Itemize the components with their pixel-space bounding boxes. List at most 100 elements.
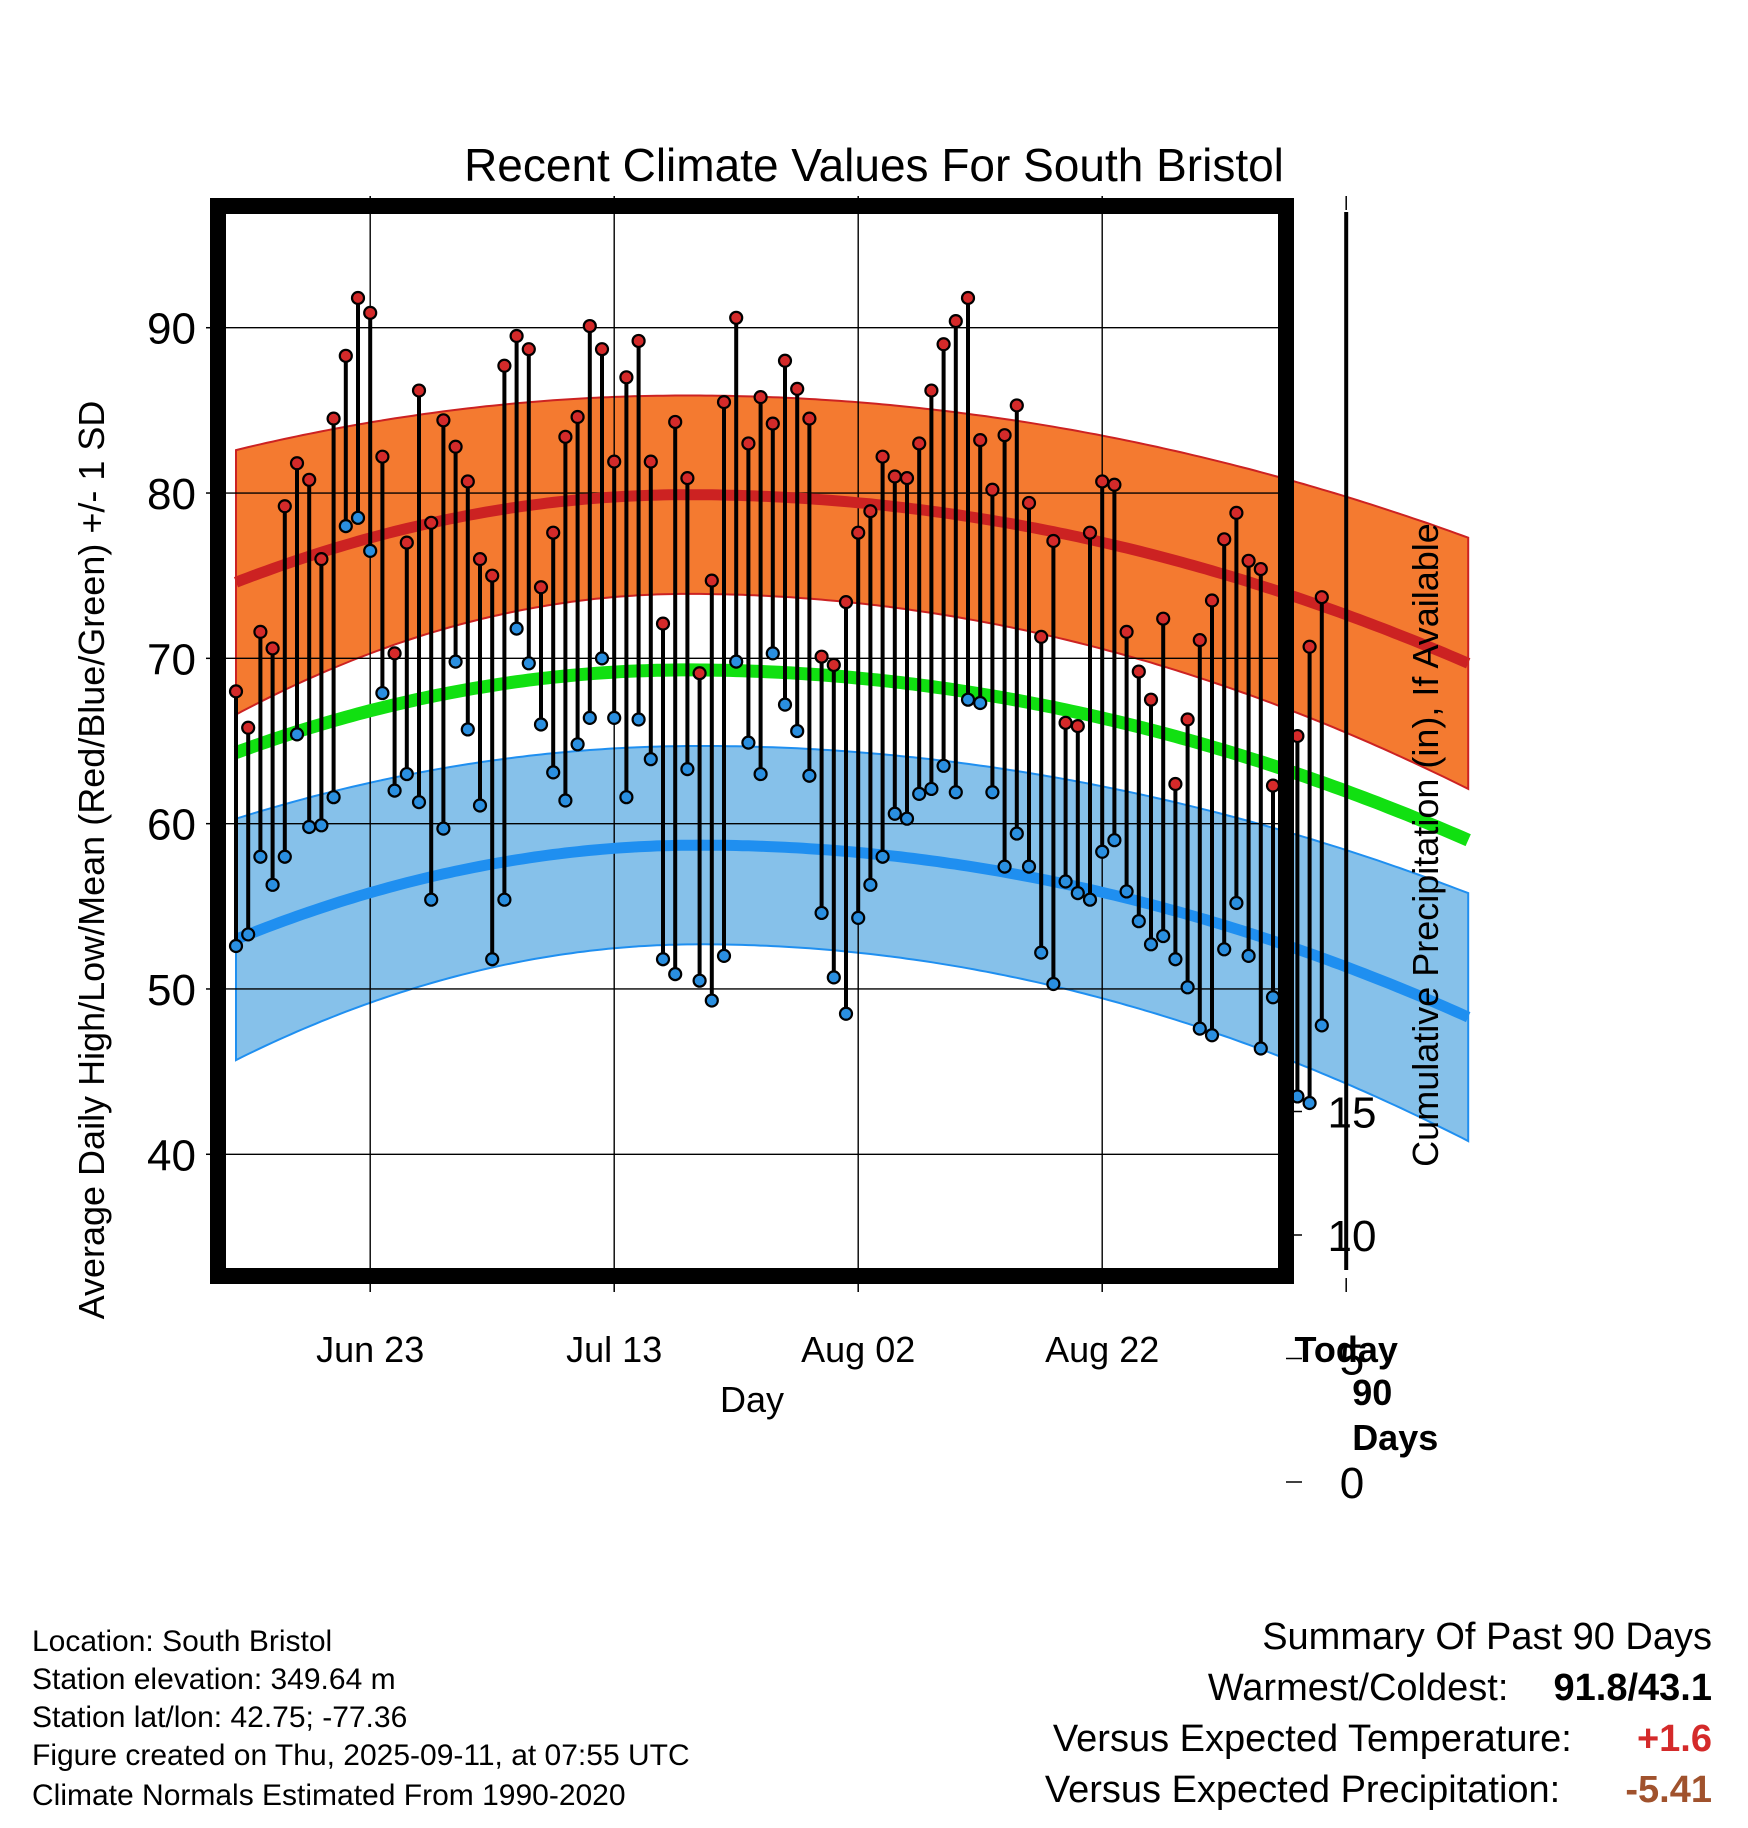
summary-warm-cold-label: Warmest/Coldest: bbox=[1207, 1667, 1509, 1709]
low-point bbox=[948, 785, 963, 800]
high-point bbox=[924, 383, 939, 398]
high-point bbox=[521, 342, 536, 357]
low-point bbox=[838, 1006, 854, 1021]
tick-label-bottom: Aug 22 bbox=[1045, 1329, 1159, 1370]
high-point bbox=[985, 482, 1000, 497]
tick-label-bottom: Aug 02 bbox=[801, 1329, 915, 1370]
high-point bbox=[692, 666, 707, 681]
today-label-line: Days bbox=[1352, 1417, 1438, 1458]
tick-label-right: 0 bbox=[1340, 1459, 1364, 1508]
high-point bbox=[680, 471, 695, 486]
axis-labels: Day Average Daily High/Low/Mean (Red/Blue… bbox=[71, 401, 1446, 1420]
low-point bbox=[887, 806, 902, 821]
low-point bbox=[655, 952, 671, 967]
high-point bbox=[912, 436, 927, 451]
high-point bbox=[387, 646, 402, 661]
tick-label-right: 5 bbox=[1340, 1336, 1364, 1385]
low-point bbox=[777, 697, 793, 712]
high-point bbox=[1143, 692, 1159, 707]
tick-label-bottom: Today bbox=[1295, 1329, 1398, 1370]
high-point bbox=[1253, 561, 1268, 577]
low-point bbox=[497, 892, 512, 907]
high-point bbox=[607, 454, 622, 469]
low-point bbox=[533, 717, 549, 732]
info-location: Location: South Bristol bbox=[32, 1625, 333, 1658]
low-point bbox=[570, 737, 585, 752]
low-point bbox=[1034, 945, 1049, 960]
low-point bbox=[1241, 948, 1256, 964]
high-point bbox=[741, 436, 756, 451]
today-label-line: 90 bbox=[1352, 1372, 1392, 1413]
high-point bbox=[899, 471, 915, 486]
low-point bbox=[1180, 980, 1195, 995]
low-point bbox=[277, 849, 292, 864]
high-point bbox=[399, 535, 414, 550]
tick-label-bottom: Jun 23 bbox=[316, 1329, 424, 1370]
high-point bbox=[375, 449, 390, 464]
high-point bbox=[546, 525, 561, 540]
low-point bbox=[1217, 942, 1232, 957]
low-point bbox=[436, 821, 451, 836]
low-point bbox=[899, 811, 915, 826]
normal-high-line bbox=[233, 489, 1471, 669]
low-point bbox=[607, 710, 622, 725]
chart-title: Recent Climate Values For South Bristol bbox=[464, 139, 1284, 191]
low-point bbox=[643, 752, 658, 767]
high-point bbox=[594, 342, 610, 357]
low-point bbox=[1253, 1041, 1268, 1056]
low-point bbox=[350, 510, 366, 525]
low-point bbox=[875, 849, 890, 864]
high-point bbox=[1082, 525, 1098, 540]
high-point bbox=[350, 290, 366, 306]
summary-temp: Versus Expected Temperature: +1.6 bbox=[1053, 1718, 1712, 1761]
high-point bbox=[631, 333, 646, 349]
high-point bbox=[314, 552, 329, 567]
normal-mean-line bbox=[233, 663, 1471, 847]
low-point bbox=[729, 654, 744, 669]
low-point bbox=[558, 793, 573, 808]
high-point bbox=[753, 390, 768, 405]
high-point bbox=[338, 348, 353, 363]
info-latlon: Station lat/lon: 42.75; -77.36 bbox=[32, 1701, 408, 1734]
low-point bbox=[338, 518, 353, 534]
low-point bbox=[1192, 1021, 1207, 1036]
high-point bbox=[424, 515, 439, 530]
low-point bbox=[582, 710, 597, 725]
high-point bbox=[875, 449, 890, 464]
y-axis-right-label: Cumulative Precipitation (in), If Availa… bbox=[1405, 523, 1446, 1167]
high-point bbox=[1070, 719, 1085, 734]
low-point bbox=[1168, 952, 1183, 967]
low-point bbox=[460, 722, 475, 737]
low-point bbox=[1058, 874, 1073, 889]
low-point bbox=[399, 766, 414, 782]
high-point bbox=[936, 337, 951, 352]
high-point bbox=[1156, 611, 1171, 626]
high-point bbox=[411, 383, 427, 398]
tick-label-left: 90 bbox=[147, 305, 196, 354]
low-point bbox=[1082, 892, 1098, 907]
high-point bbox=[241, 720, 256, 735]
high-point bbox=[838, 595, 854, 610]
high-point bbox=[1204, 593, 1220, 608]
low-point bbox=[1265, 990, 1281, 1005]
low-point bbox=[802, 768, 817, 783]
low-point bbox=[692, 973, 707, 988]
high-point bbox=[1107, 477, 1122, 492]
high-point bbox=[1119, 624, 1134, 639]
high-point bbox=[326, 411, 341, 426]
high-point bbox=[302, 472, 317, 487]
summary-temp-value: +1.6 bbox=[1636, 1718, 1712, 1760]
high-point bbox=[497, 358, 512, 373]
low-point bbox=[546, 765, 561, 780]
low-point bbox=[1119, 884, 1134, 899]
low-point bbox=[826, 970, 841, 985]
tick-label-left: 80 bbox=[147, 470, 196, 519]
high-point bbox=[1265, 778, 1281, 793]
low-point bbox=[228, 938, 244, 954]
high-point bbox=[509, 328, 524, 344]
high-point bbox=[960, 290, 976, 306]
low-point bbox=[1229, 895, 1244, 911]
high-point bbox=[802, 411, 817, 426]
low-point bbox=[521, 656, 536, 671]
